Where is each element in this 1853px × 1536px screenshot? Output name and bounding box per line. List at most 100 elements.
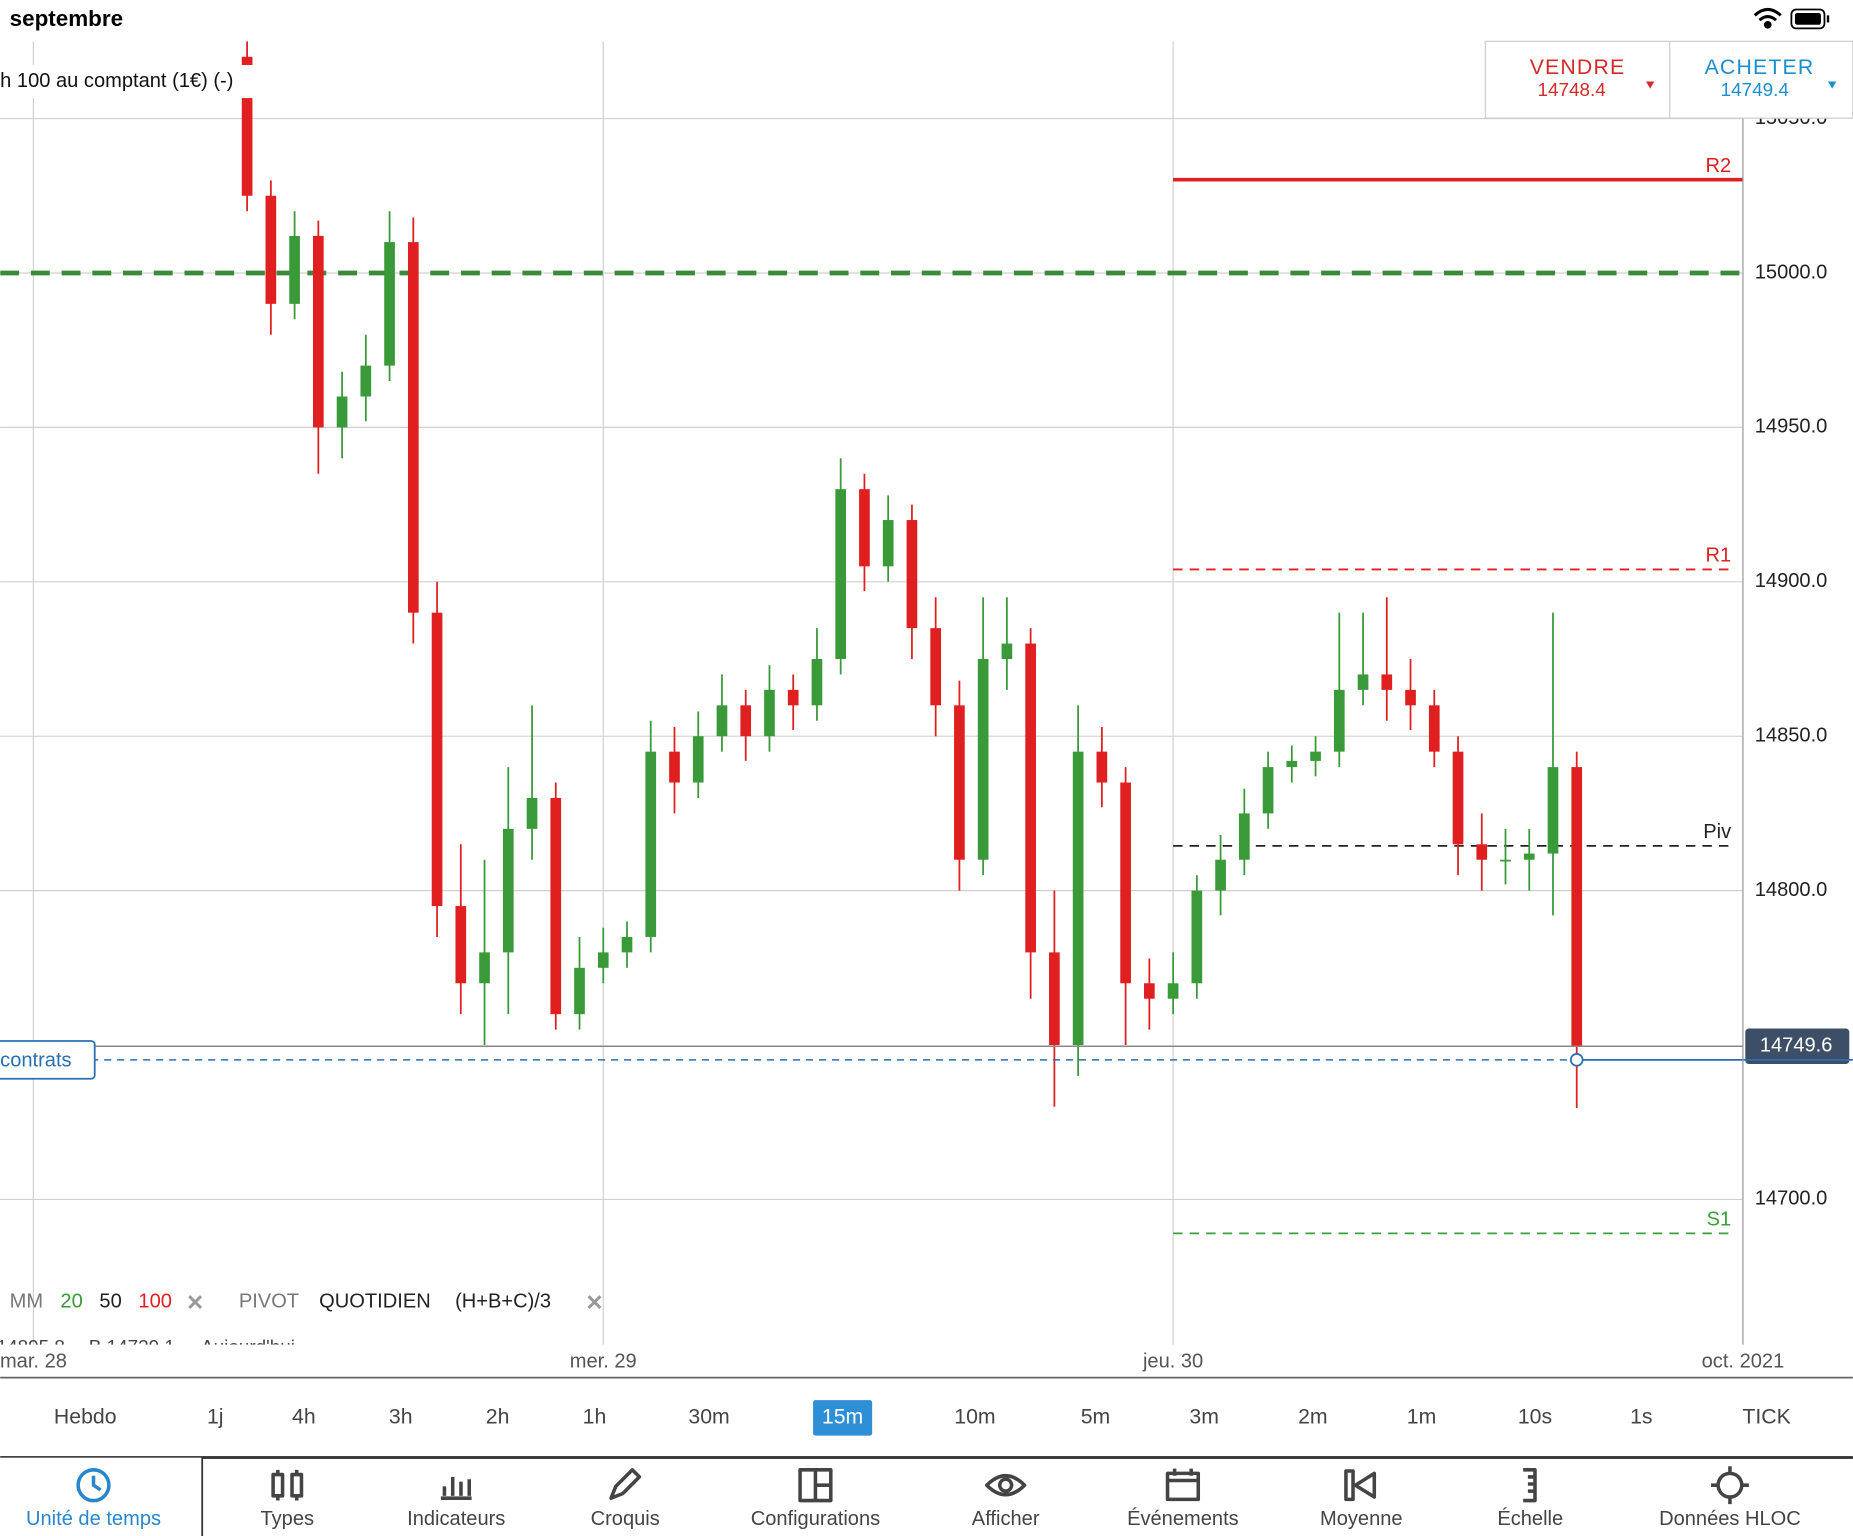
candle-body [1096,751,1108,783]
toolbar-item[interactable]: Indicateurs [407,1508,505,1530]
candle-body [1357,674,1369,690]
buy-price[interactable]: 14749.4 [1721,80,1789,101]
candle-body [1286,760,1298,768]
sell-label[interactable]: VENDRE [1530,55,1626,79]
toolbar-item[interactable]: Unité de temps [26,1508,161,1530]
x-tick-label: oct. 2021 [1702,1351,1785,1373]
candle-body [289,235,300,304]
close-icon-stroke[interactable] [587,1295,602,1310]
toolbar-icon[interactable] [271,1469,304,1501]
x-tick-label: mer. 29 [570,1351,637,1373]
toolbar-icon[interactable] [984,1473,1027,1497]
candle-body [1025,643,1036,953]
candle-body [669,751,680,783]
candle-body [1333,689,1345,752]
level-label: Piv [1703,821,1731,843]
position-label[interactable]: contrats [0,1049,71,1071]
timeframe-item[interactable]: 1m [1407,1404,1437,1428]
toolbar-item[interactable]: Types [260,1508,314,1530]
timeframe-item[interactable]: 4h [292,1404,316,1428]
candle-body [1452,751,1464,845]
x-tick-label: mar. 28 [0,1351,67,1373]
timeframe-item[interactable]: 1s [1630,1404,1652,1428]
y-tick-label: 14900.0 [1755,570,1828,592]
toolbar-item[interactable]: Événements [1127,1507,1239,1530]
toolbar-item[interactable]: Échelle [1497,1507,1563,1530]
sell-price[interactable]: 14748.4 [1537,80,1605,101]
candle-body [1120,782,1131,984]
candle-body [407,242,419,613]
wifi-icon [1753,7,1782,29]
candle-body [740,705,752,737]
toolbar-item[interactable]: Croquis [591,1508,660,1530]
candle-body [811,659,823,706]
info-text: Aujourd'hui [201,1337,295,1358]
timeframe-item[interactable]: 2m [1298,1404,1328,1428]
candle-body [312,235,324,428]
timeframe-item[interactable]: 1j [207,1404,224,1428]
info-text: 14895.8 [0,1337,65,1358]
level-label: S1 [1707,1209,1732,1231]
sell-button[interactable]: VENDRE 14748.4 [1530,55,1655,101]
candle-body [1001,643,1013,660]
legend-label: MM [10,1290,43,1312]
toolbar: Unité de temps Types Indicateurs Croquis Con… [26,1466,1801,1530]
toolbar-item[interactable]: Moyenne [1320,1508,1403,1530]
timeframe-item[interactable]: 3h [389,1404,413,1428]
candle-body [716,705,728,737]
position-box[interactable] [0,1040,96,1080]
buy-label[interactable]: ACHETER [1705,55,1815,79]
position-marker [1569,1053,1584,1067]
candle-body [787,689,799,706]
legend-period: 50 [99,1290,121,1312]
toolbar-icon[interactable] [798,1468,833,1503]
toolbar-icon[interactable] [440,1476,472,1500]
candle-body [882,520,894,567]
timeframe-item[interactable]: 15m [822,1404,863,1428]
candle-body [954,705,965,860]
timeframe-item[interactable]: 3m [1189,1404,1219,1428]
candle-body [455,906,467,984]
toolbar-item[interactable]: Données HLOC [1659,1508,1801,1530]
dropdown-arrow[interactable] [1646,81,1655,89]
timeframe-item[interactable]: 2h [486,1404,510,1428]
candle-body [1238,813,1250,860]
battery-icon [1790,8,1830,30]
trade-panel: VENDRE 14748.4 ACHETER 14749.4 [1484,40,1853,119]
timeframe-item[interactable]: TICK [1742,1404,1790,1428]
timeframe-item[interactable]: 10m [954,1404,995,1428]
toolbar-icon[interactable] [1523,1468,1537,1503]
toolbar-item[interactable]: Afficher [972,1508,1040,1530]
toolbar-icon[interactable] [1711,1466,1749,1505]
dropdown-arrow[interactable] [1828,81,1837,89]
level-label: R2 [1705,155,1731,177]
timeframe-item[interactable]: 1h [583,1404,607,1428]
timeframe-item[interactable]: 10s [1518,1404,1552,1428]
legend: MM 20 50 100 PIVOT QUOTIDIEN (H+B+C)/3 14895.8 B… [0,1290,602,1358]
candle-body [1547,767,1559,854]
timeframe-item[interactable]: 5m [1081,1404,1111,1428]
timeframe-item[interactable]: Hebdo [54,1404,117,1428]
candle-body [1310,751,1321,761]
level-label: R1 [1705,545,1731,567]
timeframe-item[interactable]: 30m [688,1404,729,1428]
toolbar-icon[interactable] [1165,1468,1201,1502]
toolbar-icon[interactable] [1344,1469,1377,1502]
close-icon[interactable] [587,1295,602,1310]
candle-body [1072,751,1084,1046]
instrument-name: h 100 au comptant (1€) (-) [0,70,233,92]
candle-body [621,936,633,953]
y-tick-label: 14700.0 [1755,1188,1828,1210]
close-icon-stroke[interactable] [188,1295,203,1310]
timeframe-selected[interactable] [813,1400,873,1436]
info-row: 14895.8 B 14729.1 Aujourd'hui [0,1337,295,1358]
timeframe-bar: Hebdo 1j 4h 3h 2h 1h 30m 15m 10m 5m 3m 2m 1m 10s 1s TIC… [54,1400,1791,1436]
close-icon[interactable] [188,1295,203,1310]
buy-button[interactable]: ACHETER 14749.4 [1705,55,1837,101]
toolbar-item[interactable]: Configurations [751,1508,880,1530]
toolbar-icon[interactable] [609,1468,642,1500]
last-price-box [1745,1028,1850,1064]
toolbar-icon[interactable] [76,1468,111,1503]
